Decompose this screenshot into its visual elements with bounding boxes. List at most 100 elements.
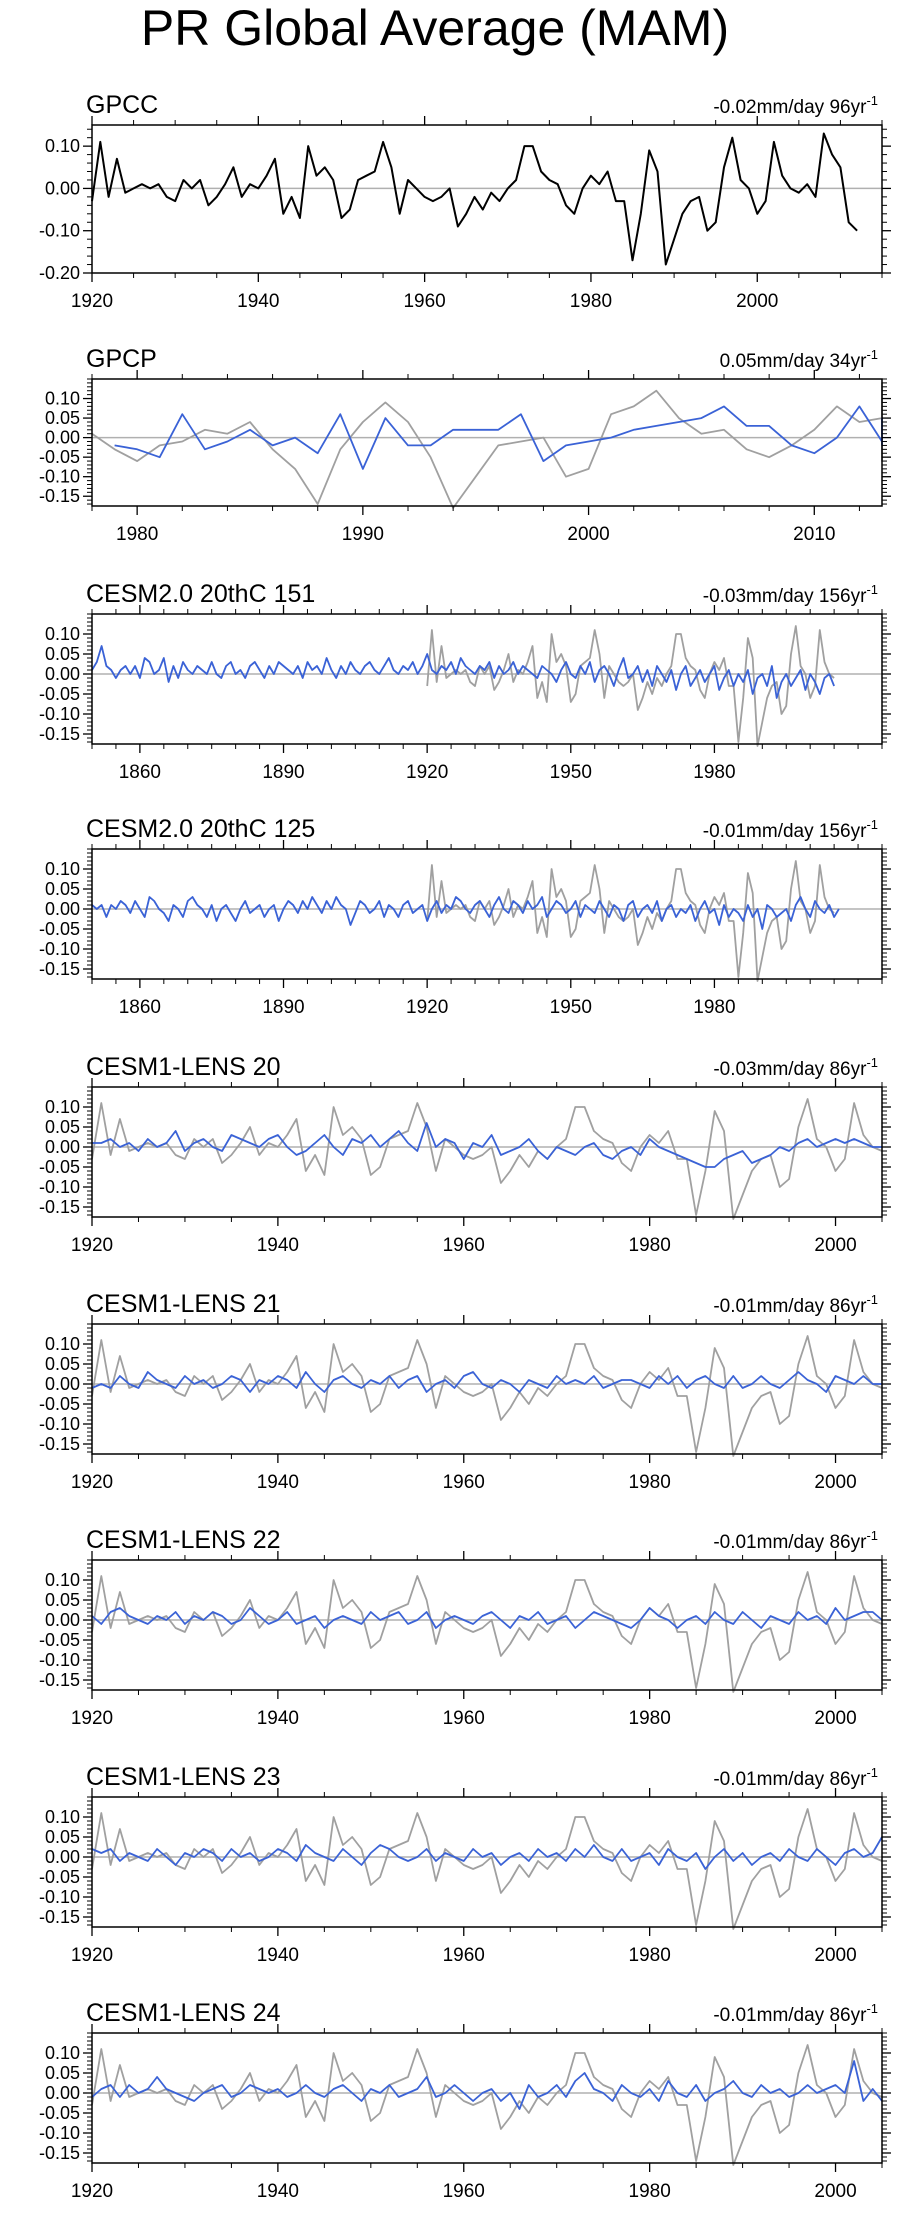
y-tick-label: 0.10 [45,389,80,409]
series-line-ref [91,1098,883,1220]
x-tick-label: 1920 [406,762,448,783]
y-tick-label: 0.10 [45,2043,80,2063]
series-line-model [91,645,835,699]
y-tick-label: 0.00 [45,1847,80,1867]
series-line-model [114,405,883,470]
y-tick-label: 0.05 [45,408,80,428]
x-tick-label: 1940 [257,2181,299,2202]
panel-title: GPCC [86,91,158,119]
panel-title: CESM1-LENS 23 [86,1763,281,1791]
y-tick-label: -0.10 [39,1650,80,1670]
trend-label: -0.01mm/day 86yr-1 [713,1528,878,1553]
series-line-model [91,2060,883,2110]
plot-frame [91,124,883,274]
trend-label: -0.03mm/day 86yr-1 [713,1055,878,1080]
panel-title: CESM1-LENS 22 [86,1526,281,1554]
series-line-model [92,1122,882,1168]
y-tick-label: 0.05 [45,1827,80,1847]
x-tick-label: 1960 [443,1708,485,1729]
x-tick-label: 1940 [257,1708,299,1729]
y-tick-label: -0.05 [39,2103,80,2123]
y-tick-label: 0.05 [45,1117,80,1137]
x-tick-label: 1940 [257,1472,299,1493]
series-line-ref [426,625,835,747]
chart-panel: GPCP 0.05mm/day 34yr-1 1980 1990 2000 2010 -0.… [39,345,891,545]
chart-panel: CESM2.0 20thC 151 -0.03mm/day 156yr-1 1860… [39,580,891,783]
panel-title: CESM2.0 20thC 151 [86,580,315,608]
x-tick-label: 2000 [814,2181,856,2202]
trend-label: -0.01mm/day 156yr-1 [703,817,878,842]
y-tick-label: -0.15 [39,1670,80,1690]
panel-title: CESM1-LENS 20 [86,1053,281,1081]
x-tick-label: 1980 [693,762,735,783]
x-tick-label: 1920 [71,291,113,312]
trend-label: -0.02mm/day 96yr-1 [713,93,878,118]
y-tick-label: 0.00 [45,1610,80,1630]
x-tick-label: 2000 [814,1945,856,1966]
series-line-ref [426,860,835,982]
x-tick-label: 2010 [793,524,835,545]
chart-panel: CESM1-LENS 20 -0.03mm/day 86yr-1 1920 1940 1… [39,1053,891,1256]
chart-panel: CESM1-LENS 24 -0.01mm/day 86yr-1 1920 1940 1… [39,1999,891,2202]
y-tick-label: 0.00 [45,1374,80,1394]
x-tick-label: 1920 [71,1708,113,1729]
plot-frame [91,2032,883,2164]
series-line-obs [91,132,858,266]
y-tick-label: 0.05 [45,644,80,664]
x-tick-label: 1960 [443,1945,485,1966]
y-tick-label: -0.05 [39,1630,80,1650]
series-line-ref [91,2044,883,2166]
y-tick-label: -0.10 [39,467,80,487]
y-tick-label: -0.15 [39,724,80,744]
x-tick-label: 1950 [550,997,592,1018]
x-tick-label: 1890 [262,762,304,783]
chart-panel: CESM2.0 20thC 125 -0.01mm/day 156yr-1 1860… [39,815,891,1018]
y-tick-label: -0.10 [39,939,80,959]
x-tick-label: 1980 [629,1708,671,1729]
y-tick-label: 0.00 [45,1137,80,1157]
x-tick-label: 1860 [119,762,161,783]
plot-frame [91,1086,883,1218]
y-tick-label: 0.10 [45,624,80,644]
x-tick-label: 1940 [257,1945,299,1966]
y-tick-label: -0.10 [39,1414,80,1434]
y-tick-label: -0.05 [39,1394,80,1414]
panel-title: CESM2.0 20thC 125 [86,815,315,843]
x-tick-label: 1940 [257,1235,299,1256]
series-line-model [91,1371,882,1393]
y-tick-label: -0.15 [39,959,80,979]
x-tick-label: 1950 [550,762,592,783]
x-tick-label: 1920 [71,2181,113,2202]
y-tick-label: -0.10 [39,2123,80,2143]
y-tick-label: -0.05 [39,684,80,704]
chart-panel: CESM1-LENS 21 -0.01mm/day 86yr-1 1920 1940 1… [39,1290,891,1493]
panel-title: CESM1-LENS 21 [86,1290,281,1318]
y-tick-label: -0.05 [39,1867,80,1887]
x-tick-label: 1980 [570,291,612,312]
x-tick-label: 2000 [814,1235,856,1256]
series-line-ref [91,1335,883,1457]
y-tick-label: -0.05 [39,447,80,467]
x-tick-label: 1940 [237,291,279,312]
y-tick-label: -0.10 [39,221,80,241]
panel-title: CESM1-LENS 24 [86,1999,281,2027]
chart-panel: CESM1-LENS 22 -0.01mm/day 86yr-1 1920 1940 1… [39,1526,891,1729]
y-tick-label: -0.15 [39,1197,80,1217]
y-tick-label: 0.05 [45,879,80,899]
x-tick-label: 1960 [443,1235,485,1256]
y-tick-label: -0.10 [39,704,80,724]
x-tick-label: 1990 [342,524,384,545]
panels: GPCC -0.02mm/day 96yr-1 1920 1940 1960 1980 20… [39,91,891,2202]
x-tick-label: 1920 [71,1472,113,1493]
plot-frame [91,1559,883,1691]
series-line-ref [91,1808,883,1930]
y-tick-label: 0.00 [45,664,80,684]
y-tick-label: 0.00 [45,2083,80,2103]
x-tick-label: 1960 [443,1472,485,1493]
plot-frame [91,848,883,980]
x-tick-label: 1980 [629,1945,671,1966]
y-tick-label: 0.05 [45,1590,80,1610]
plot-frame [91,1796,883,1928]
y-tick-label: 0.10 [45,1097,80,1117]
